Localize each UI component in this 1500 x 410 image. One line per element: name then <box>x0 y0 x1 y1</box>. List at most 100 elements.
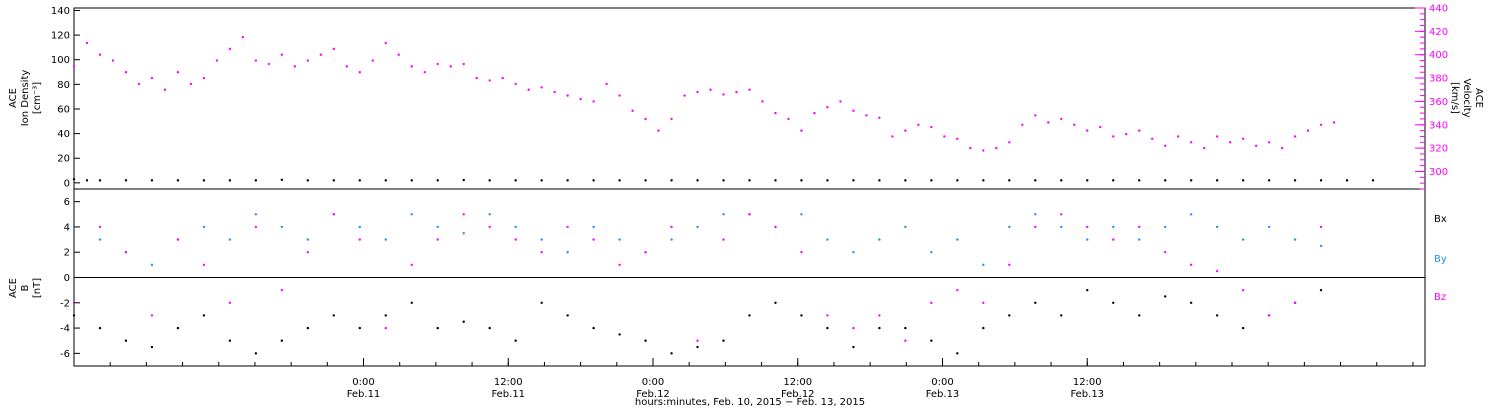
by-point <box>1293 238 1297 241</box>
by-point <box>254 213 258 216</box>
density-point <box>254 179 258 182</box>
bottom-ytick-label: 0 <box>64 273 70 284</box>
top-ytick-label-right: 440 <box>1429 4 1448 15</box>
velocity-point <box>345 65 348 68</box>
bx-point <box>332 314 336 317</box>
bz-point <box>1267 314 1271 317</box>
by-point <box>618 238 621 241</box>
bx-point <box>826 326 829 330</box>
velocity-point <box>1176 135 1180 138</box>
velocity-point <box>163 88 167 91</box>
bx-point <box>72 314 76 317</box>
velocity-point <box>293 65 297 68</box>
by-point <box>488 213 491 216</box>
velocity-point <box>787 117 790 121</box>
bz-point <box>696 339 699 342</box>
velocity-point <box>995 146 998 150</box>
velocity-point <box>683 94 686 97</box>
bz-point <box>202 263 206 267</box>
bx-point <box>462 320 465 323</box>
top-ytick-label-left: 120 <box>51 31 70 42</box>
bz-point <box>150 314 154 317</box>
bx-point <box>956 352 959 355</box>
bz-point <box>488 225 491 229</box>
legend-bx: Bx <box>1434 214 1447 225</box>
bx-point <box>930 339 933 342</box>
bx-point <box>982 326 985 330</box>
velocity-point <box>488 79 491 82</box>
bottom-ytick-label: 4 <box>64 222 70 233</box>
bx-point <box>488 326 491 330</box>
bottom-ylabel-line1: ACE <box>8 278 19 298</box>
by-point <box>462 232 465 235</box>
bx-point <box>592 326 595 330</box>
density-point <box>384 179 387 182</box>
density-point <box>1293 179 1297 182</box>
bx-point <box>358 326 361 330</box>
bx-point <box>1034 301 1037 304</box>
velocity-point <box>85 41 89 45</box>
velocity-point <box>735 90 738 94</box>
velocity-point <box>839 100 842 103</box>
velocity-point <box>553 90 556 94</box>
velocity-point <box>332 47 336 51</box>
bz-point <box>1241 288 1245 292</box>
density-point <box>228 179 232 182</box>
density-point <box>1241 179 1245 182</box>
bx-point <box>436 326 439 330</box>
velocity-point <box>1008 141 1011 144</box>
density-point <box>514 179 517 182</box>
density-point <box>566 179 569 182</box>
legend-by: By <box>1434 254 1447 265</box>
density-point <box>592 179 595 182</box>
bx-point <box>1319 288 1323 292</box>
density-point <box>800 179 803 182</box>
density-point <box>1345 179 1349 182</box>
by-point <box>228 238 232 241</box>
bx-point <box>774 301 777 304</box>
velocity-point <box>189 82 193 86</box>
density-point <box>150 179 154 182</box>
velocity-point <box>98 53 102 56</box>
legend-bz: Bz <box>1434 292 1446 303</box>
bx-point <box>1163 295 1167 298</box>
velocity-point <box>462 62 465 66</box>
top-ytick-label-left: 80 <box>57 80 70 91</box>
top-ytick-label-right: 400 <box>1429 50 1448 61</box>
velocity-point <box>1112 135 1115 138</box>
by-point <box>1267 225 1271 229</box>
bx-point <box>514 339 517 342</box>
bottom-ytick-label: 2 <box>64 248 70 259</box>
by-point <box>358 225 361 229</box>
by-point <box>904 225 907 229</box>
by-point <box>1189 213 1193 216</box>
bx-point <box>1189 301 1193 304</box>
bx-point <box>540 301 543 304</box>
by-point <box>1241 238 1245 241</box>
velocity-point <box>1267 141 1271 144</box>
by-point <box>280 225 284 229</box>
bottom-panel-marks <box>72 213 1323 355</box>
bx-point <box>722 339 725 342</box>
velocity-point <box>800 129 803 132</box>
density-point <box>774 179 777 182</box>
top-ylabel2-line2: Velocity <box>1461 78 1472 117</box>
density-point <box>488 179 491 182</box>
bz-point <box>514 238 517 241</box>
velocity-point <box>579 97 582 101</box>
density-point <box>1267 179 1271 182</box>
density-point <box>826 179 829 182</box>
bx-point <box>384 314 387 317</box>
by-point <box>1060 225 1063 229</box>
velocity-point <box>1280 146 1284 150</box>
bz-point <box>254 225 258 229</box>
top-ytick-label-right: 420 <box>1429 27 1448 38</box>
top-ytick-label-left: 100 <box>51 55 70 66</box>
bz-point <box>748 213 751 216</box>
velocity-point <box>1138 129 1141 132</box>
bz-point <box>332 213 336 216</box>
bx-point <box>1060 314 1063 317</box>
velocity-point <box>1332 121 1336 124</box>
density-point <box>1034 179 1037 182</box>
